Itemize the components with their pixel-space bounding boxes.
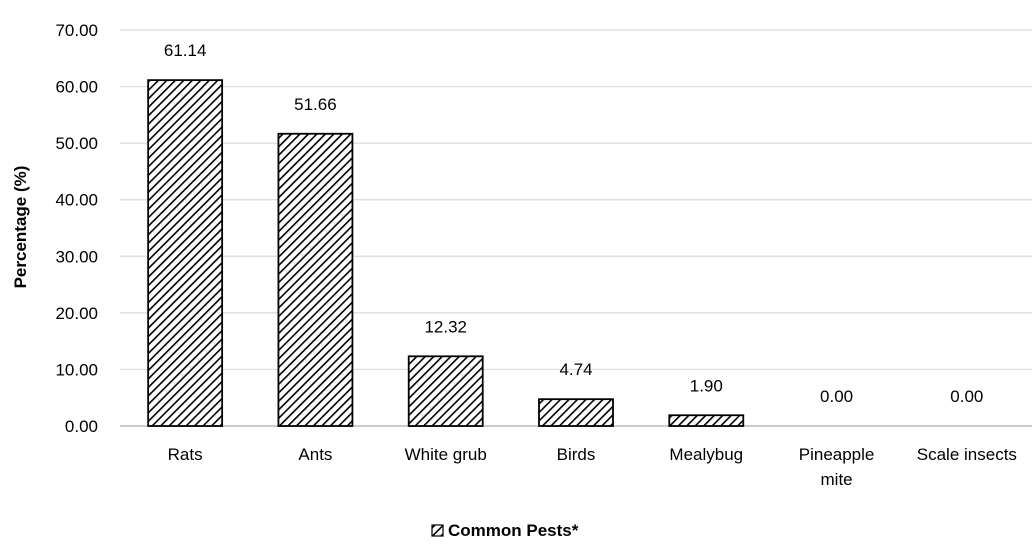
y-tick-label: 40.00 [55, 191, 98, 210]
x-tick-label: mite [821, 470, 853, 489]
bar [407, 355, 484, 427]
y-tick-label: 70.00 [55, 21, 98, 40]
bar [147, 79, 224, 427]
y-tick-label: 0.00 [65, 417, 98, 436]
y-axis-tick-labels: 0.00 10.00 20.00 30.00 40.00 50.00 60.00 70.00 [55, 21, 98, 436]
bars [147, 79, 745, 427]
legend-label: Common Pests* [448, 521, 579, 540]
y-axis-title: Percentage (%) [11, 166, 30, 289]
data-label: 4.74 [559, 360, 592, 379]
x-axis-tick-labels: Rats Ants White grub Birds Mealybug Pineapple… [168, 445, 1017, 489]
x-tick-label: Mealybug [669, 445, 743, 464]
y-tick-label: 60.00 [55, 78, 98, 97]
x-tick-label: Birds [557, 445, 596, 464]
x-tick-label: Rats [168, 445, 203, 464]
x-tick-label: Ants [298, 445, 332, 464]
y-tick-label: 10.00 [55, 360, 98, 379]
data-labels: 61.14 51.66 12.32 4.74 1.90 0.00 0.00 [164, 41, 984, 406]
bar [668, 414, 745, 427]
bar [538, 398, 614, 427]
y-tick-label: 50.00 [55, 134, 98, 153]
data-label: 12.32 [424, 317, 467, 336]
data-label: 61.14 [164, 41, 207, 60]
y-tick-label: 20.00 [55, 304, 98, 323]
data-label: 51.66 [294, 95, 337, 114]
legend-swatch [431, 524, 444, 537]
data-label: 0.00 [950, 387, 983, 406]
x-tick-label: Scale insects [917, 445, 1017, 464]
y-tick-label: 30.00 [55, 247, 98, 266]
x-tick-label: White grub [405, 445, 487, 464]
x-tick-label: Pineapple [799, 445, 875, 464]
data-label: 1.90 [690, 376, 723, 395]
bar [277, 132, 354, 427]
legend: Common Pests* [431, 521, 579, 540]
data-label: 0.00 [820, 387, 853, 406]
